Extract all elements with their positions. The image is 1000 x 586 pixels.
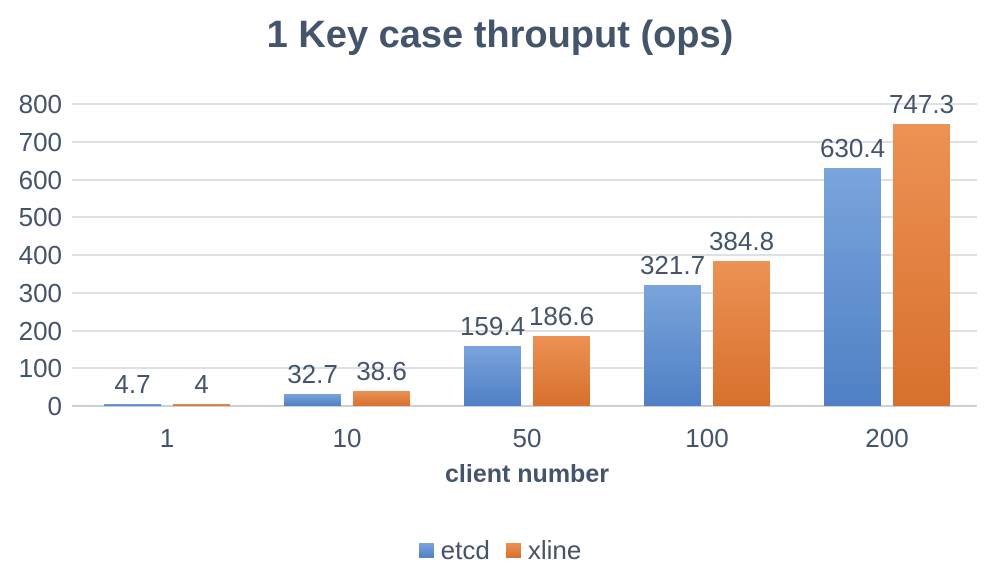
bar-etcd-200 — [824, 168, 881, 406]
legend-item-xline: xline — [505, 535, 582, 565]
legend-label-etcd: etcd — [440, 535, 490, 565]
x-axis-title: client number — [445, 460, 609, 488]
y-axis-tick-label: 0 — [47, 391, 62, 421]
gridline — [72, 216, 977, 219]
data-label-etcd-10: 32.7 — [287, 359, 338, 389]
x-axis-tick-label: 1 — [159, 423, 175, 453]
x-axis-tick-label: 100 — [685, 423, 729, 453]
data-label-xline-100: 384.8 — [708, 226, 775, 256]
y-axis-tick-label: 600 — [18, 164, 62, 195]
y-axis-tick-label: 700 — [18, 126, 62, 157]
data-label-etcd-200: 630.4 — [819, 133, 886, 163]
y-axis-tick-label: 100 — [18, 353, 62, 384]
y-axis-tick-label: 400 — [18, 240, 62, 270]
data-label-xline-1: 4 — [194, 369, 209, 399]
data-label-xline-10: 38.6 — [356, 356, 407, 386]
bar-etcd-1 — [104, 404, 161, 406]
bar-xline-50 — [533, 336, 590, 406]
y-axis-tick-label: 200 — [18, 315, 62, 346]
y-axis-tick-label: 500 — [18, 202, 62, 233]
gridline — [72, 367, 977, 370]
gridline — [72, 329, 977, 332]
x-axis-tick-label: 200 — [865, 423, 909, 453]
data-label-xline-50: 186.6 — [528, 301, 595, 331]
x-axis-line — [72, 405, 977, 407]
bar-xline-200 — [893, 124, 950, 406]
chart-title: 1 Key case throuput (ops) — [266, 14, 734, 56]
bar-xline-10 — [353, 391, 410, 406]
data-label-etcd-1: 4.7 — [114, 369, 151, 399]
y-axis-tick-label: 800 — [18, 89, 62, 119]
bar-etcd-100 — [644, 285, 701, 406]
x-axis-tick-label: 10 — [332, 423, 362, 453]
data-label-etcd-100: 321.7 — [639, 250, 706, 280]
legend-item-etcd: etcd — [418, 535, 490, 565]
legend-swatch-etcd — [418, 542, 434, 558]
data-label-xline-200: 747.3 — [888, 89, 955, 119]
data-label-etcd-50: 159.4 — [459, 311, 526, 341]
gridline — [72, 140, 977, 143]
gridline — [72, 178, 977, 181]
y-axis-tick-label: 300 — [18, 277, 62, 308]
gridline — [72, 254, 977, 256]
legend-swatch-xline — [505, 542, 521, 558]
gridline — [72, 291, 977, 294]
bar-xline-100 — [713, 261, 770, 406]
bar-etcd-10 — [284, 394, 341, 406]
legend-label-xline: xline — [527, 535, 582, 565]
bar-etcd-50 — [464, 346, 521, 406]
plot-area: 0 100 200 300 400 500 600 700 800 1 4.7 4 10 32.7 38.6… — [19, 90, 977, 452]
x-axis-tick-label: 50 — [512, 423, 542, 453]
gridline — [72, 103, 977, 105]
bar-xline-1 — [173, 404, 230, 406]
legend: etcd xline — [0, 536, 1000, 564]
